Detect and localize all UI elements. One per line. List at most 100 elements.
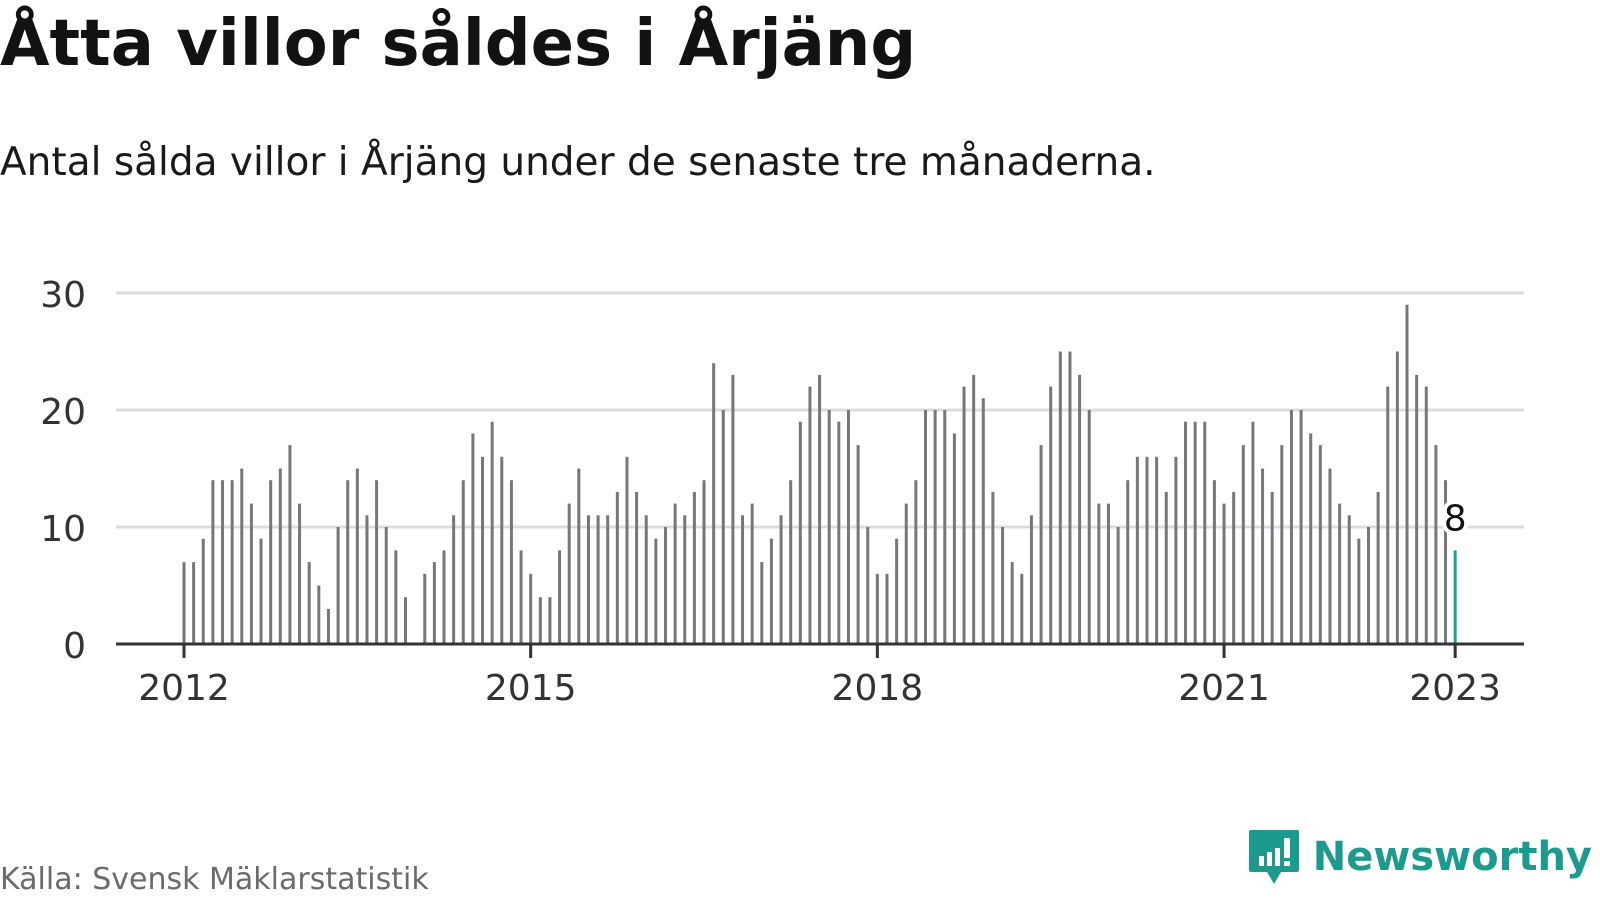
- bar: [789, 480, 793, 644]
- bar: [895, 538, 899, 644]
- bar: [577, 468, 581, 644]
- bar: [1309, 433, 1313, 644]
- bar: [683, 515, 687, 644]
- bar: [326, 608, 330, 644]
- bar: [1338, 503, 1342, 644]
- bar: [818, 374, 822, 644]
- bar: [403, 597, 407, 644]
- bar: [846, 410, 850, 644]
- bar: [1366, 527, 1370, 644]
- bar: [1126, 480, 1130, 644]
- bar: [1116, 527, 1120, 644]
- y-tick-label: 20: [40, 392, 86, 433]
- bar: [394, 550, 398, 644]
- bar: [1010, 562, 1014, 644]
- bar: [298, 503, 302, 644]
- bar: [952, 433, 956, 644]
- bar: [461, 480, 465, 644]
- bar: [471, 433, 475, 644]
- bar: [365, 515, 369, 644]
- bars: [182, 304, 1457, 644]
- bar: [442, 550, 446, 644]
- bar: [1424, 386, 1428, 644]
- chart-subtitle: Antal sålda villor i Årjäng under de sen…: [0, 140, 1156, 185]
- bar: [981, 398, 985, 644]
- bar: [615, 491, 619, 644]
- bar: [1280, 445, 1284, 644]
- bar: [249, 503, 253, 644]
- highlight-value-label: 8: [1444, 498, 1467, 539]
- bar-chart: 0 10 20 30 2012 2015 2018 2021 2023 8: [40, 275, 1524, 709]
- bar: [211, 480, 215, 644]
- bar: [827, 410, 831, 644]
- bar: [750, 503, 754, 644]
- bar: [904, 503, 908, 644]
- bar: [375, 480, 379, 644]
- chart-title: Åtta villor såldes i Årjäng: [0, 7, 917, 81]
- newsworthy-logo-icon: [1248, 830, 1299, 884]
- bar: [1318, 445, 1322, 644]
- bar: [1347, 515, 1351, 644]
- source-note: Källa: Svensk Mäklarstatistik: [0, 862, 429, 897]
- bar: [1058, 351, 1062, 644]
- bar: [1328, 468, 1332, 644]
- bar: [1193, 421, 1197, 644]
- bar: [192, 562, 196, 644]
- bar: [538, 597, 542, 644]
- bar: [644, 515, 648, 644]
- bar: [1241, 445, 1245, 644]
- x-tick-label: 2018: [832, 668, 924, 709]
- bar: [702, 480, 706, 644]
- bar: [346, 480, 350, 644]
- bar: [201, 538, 205, 644]
- bar: [288, 445, 292, 644]
- bar: [1395, 351, 1399, 644]
- bar: [221, 480, 225, 644]
- x-tick-label: 2023: [1409, 668, 1501, 709]
- bar: [1405, 304, 1409, 644]
- bar: [962, 386, 966, 644]
- y-tick-label: 30: [40, 275, 86, 316]
- bar: [972, 374, 976, 644]
- bar: [721, 410, 725, 644]
- bar: [924, 410, 928, 644]
- bar: [519, 550, 523, 644]
- bar: [1261, 468, 1265, 644]
- bar: [712, 363, 716, 644]
- bar: [432, 562, 436, 644]
- bar: [1097, 503, 1101, 644]
- bar: [731, 374, 735, 644]
- bar: [760, 562, 764, 644]
- bar: [798, 421, 802, 644]
- bar: [741, 515, 745, 644]
- bar-highlight: [1453, 550, 1457, 644]
- bar: [259, 538, 263, 644]
- bar: [1049, 386, 1053, 644]
- bar: [1270, 491, 1274, 644]
- bar: [933, 410, 937, 644]
- bar: [1155, 456, 1159, 644]
- bar: [885, 573, 889, 644]
- bar: [586, 515, 590, 644]
- bar: [1087, 410, 1091, 644]
- bar: [500, 456, 504, 644]
- bar: [481, 456, 485, 644]
- bar: [808, 386, 812, 644]
- bar: [769, 538, 773, 644]
- bar: [1222, 503, 1226, 644]
- bar: [606, 515, 610, 644]
- bar: [1001, 527, 1005, 644]
- bar: [943, 410, 947, 644]
- bar: [1029, 515, 1033, 644]
- bar: [548, 597, 552, 644]
- bar: [1289, 410, 1293, 644]
- brand-name: Newsworthy: [1312, 834, 1592, 880]
- bar: [317, 585, 321, 644]
- x-tick-label: 2015: [485, 668, 577, 709]
- bar: [635, 491, 639, 644]
- bar: [1299, 410, 1303, 644]
- bar: [1203, 421, 1207, 644]
- bar: [1020, 573, 1024, 644]
- bar: [278, 468, 282, 644]
- bar: [664, 527, 667, 644]
